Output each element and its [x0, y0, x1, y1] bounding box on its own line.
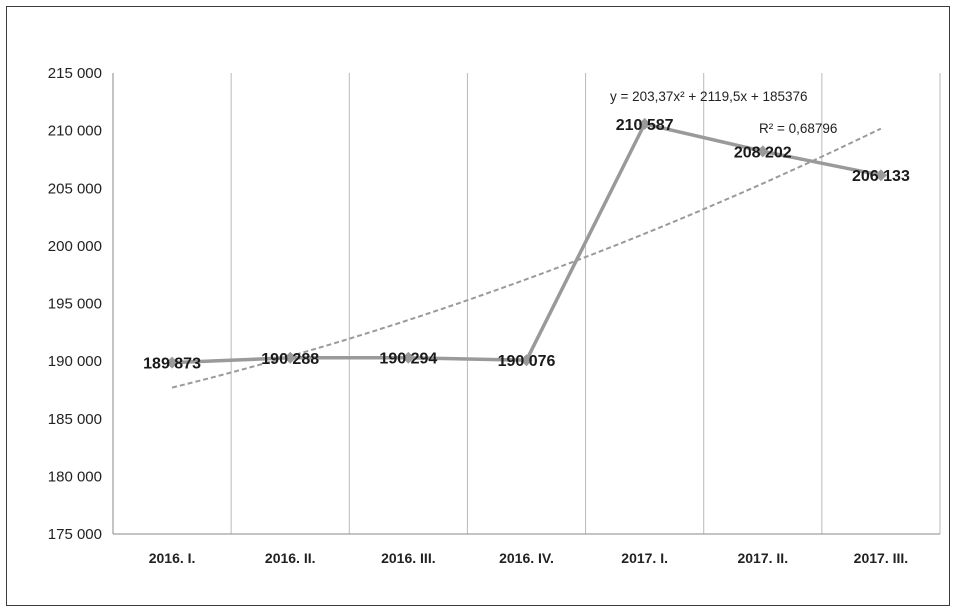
x-tick-label: 2016. I.: [149, 550, 196, 566]
trendline: [171, 127, 882, 389]
data-point-marker: [638, 117, 651, 130]
gridlines: [230, 73, 941, 534]
x-tick-labels: 2016. I. 2016. II. 2016. III. 2016. IV. 2017…: [149, 550, 908, 566]
data-label: 206 133: [852, 168, 910, 185]
x-tick-label: 2016. II.: [265, 550, 316, 566]
data-point-marker: [874, 169, 887, 182]
series-layer: [166, 117, 887, 369]
y-tick-label: 215 000: [48, 65, 102, 82]
data-label: 208 202: [734, 144, 792, 161]
chart-frame: 175 000 180 000 185 000 190 000 195 000 200 0…: [6, 6, 950, 606]
x-tick-label: 2016. III.: [381, 550, 435, 566]
y-tick-label: 205 000: [48, 180, 102, 197]
data-label: 190 288: [261, 351, 319, 368]
data-point-marker: [520, 354, 533, 367]
y-tick-label: 180 000: [48, 468, 102, 485]
trendline-r-squared: R² = 0,68796: [759, 121, 837, 136]
y-tick-label: 175 000: [48, 526, 102, 543]
x-tick-label: 2017. II.: [737, 550, 788, 566]
trendline-equation: y = 203,37x² + 2119,5x + 185376: [610, 89, 808, 104]
trendline-layer: [171, 127, 882, 389]
data-point-marker: [402, 351, 415, 364]
y-tick-label: 195 000: [48, 296, 102, 313]
y-tick-label: 200 000: [48, 238, 102, 255]
data-labels: 189 873 190 288 190 294 190 076 210 587 208 2…: [143, 117, 910, 373]
data-point-marker: [166, 356, 179, 369]
y-tick-labels: 175 000 180 000 185 000 190 000 195 000 200 0…: [48, 65, 102, 543]
x-tick-label: 2017. III.: [854, 550, 908, 566]
data-point-marker: [284, 351, 297, 364]
line-chart: 175 000 180 000 185 000 190 000 195 000 200 0…: [48, 65, 941, 566]
y-tick-label: 190 000: [48, 353, 102, 370]
y-tick-label: 210 000: [48, 123, 102, 140]
data-label: 190 076: [498, 353, 556, 370]
y-tick-label: 185 000: [48, 411, 102, 428]
data-point-marker: [756, 145, 769, 158]
data-label: 210 587: [616, 117, 674, 134]
data-label: 189 873: [143, 356, 201, 373]
x-tick-label: 2016. IV.: [499, 550, 554, 566]
data-label: 190 294: [379, 351, 437, 368]
axes: [112, 73, 940, 535]
x-tick-label: 2017. I.: [621, 550, 668, 566]
